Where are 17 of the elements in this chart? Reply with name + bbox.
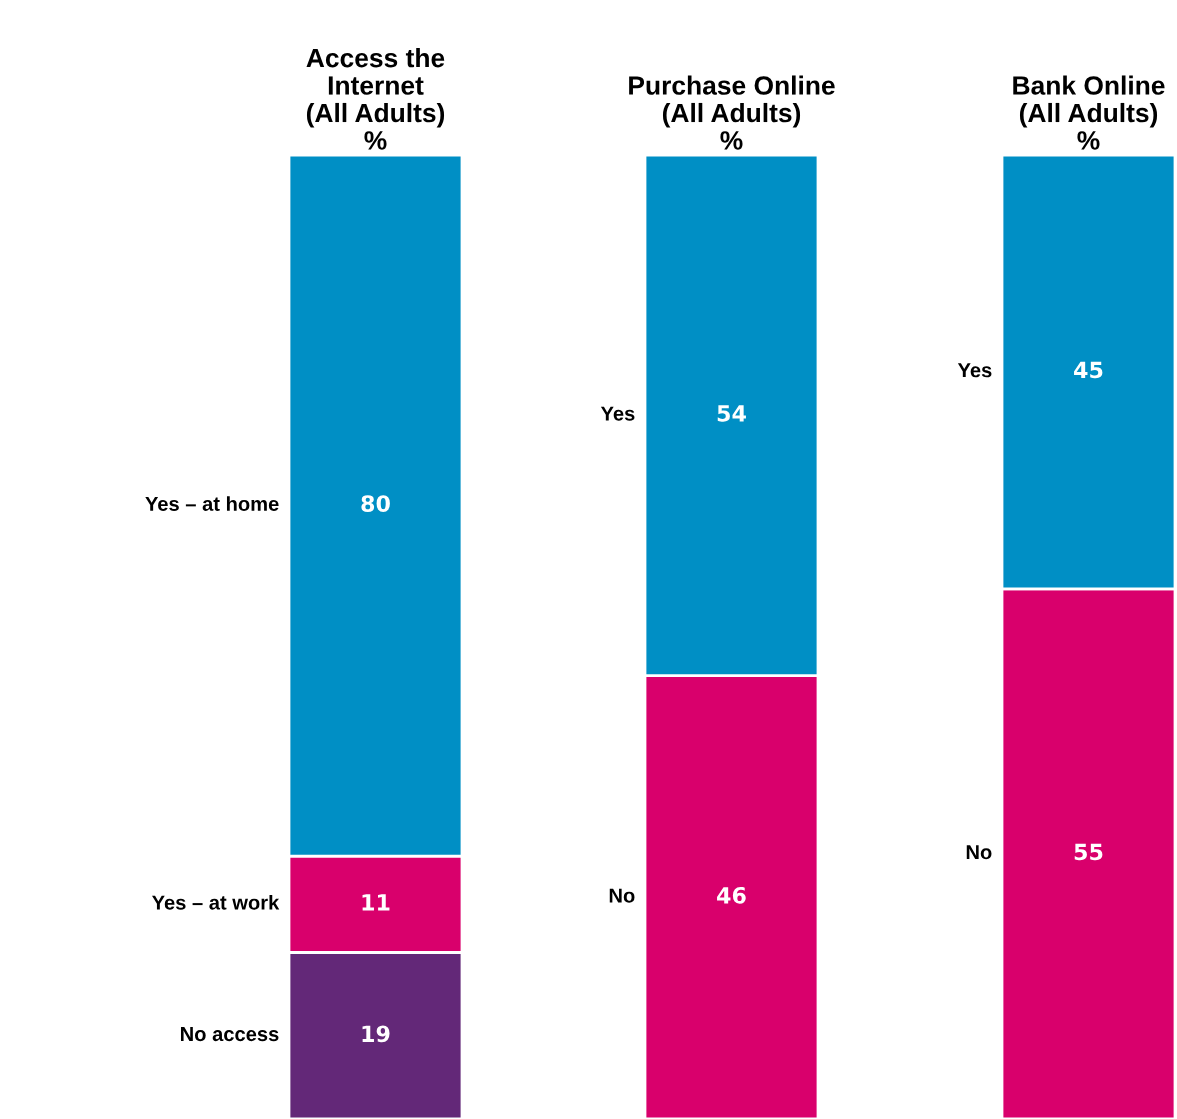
series-label: No xyxy=(609,888,635,903)
series-label: Yes xyxy=(600,406,635,421)
series-label: Yes xyxy=(957,363,992,378)
data-label: 80 xyxy=(361,495,390,512)
data-label: 11 xyxy=(362,894,390,911)
data-label: 46 xyxy=(717,886,746,904)
chart-title: Purchase Online (All Adults) % xyxy=(629,75,835,150)
data-label: 54 xyxy=(717,405,746,422)
series-label: No xyxy=(966,845,992,860)
data-label: 19 xyxy=(362,1025,390,1043)
series-label: No access xyxy=(180,1027,279,1042)
chart-title: Access the Internet (All Adults) % xyxy=(306,48,445,150)
chart-title: Bank Online (All Adults) % xyxy=(1013,75,1165,150)
series-label: Yes – at work xyxy=(152,894,280,910)
data-label: 55 xyxy=(1074,843,1103,861)
data-label: 45 xyxy=(1074,361,1103,379)
series-label: Yes – at home xyxy=(145,496,279,511)
